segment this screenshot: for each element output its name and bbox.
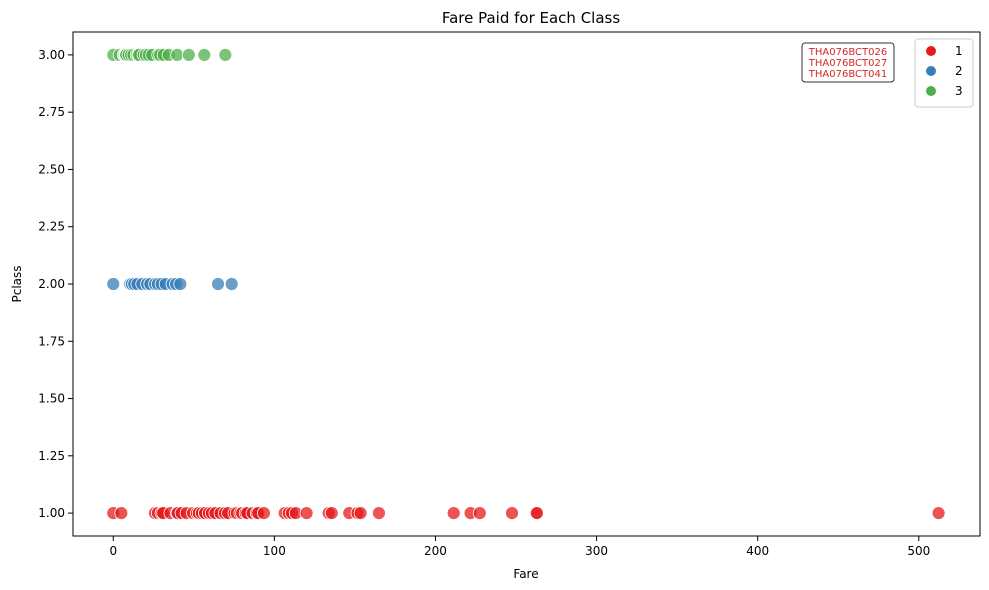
y-tick-label: 1.25 <box>38 449 65 463</box>
data-point-class-1 <box>257 507 270 520</box>
data-point-class-3 <box>182 48 195 61</box>
legend-label-3: 3 <box>955 84 963 98</box>
x-tick-label: 400 <box>746 544 769 558</box>
legend: 1 2 3 <box>915 39 973 107</box>
data-point-class-1 <box>300 507 313 520</box>
legend-label-2: 2 <box>955 64 963 78</box>
y-tick-label: 1.00 <box>38 506 65 520</box>
legend-marker-1 <box>926 46 936 56</box>
data-point-class-1 <box>115 507 128 520</box>
x-tick-label: 300 <box>585 544 608 558</box>
annotation-box: THA076BCT026 THA076BCT027 THA076BCT041 <box>802 43 894 82</box>
annotation-line-2: THA076BCT027 <box>808 58 887 69</box>
data-point-class-1 <box>530 507 543 520</box>
y-tick-label: 2.75 <box>38 105 65 119</box>
y-tick-label: 2.00 <box>38 277 65 291</box>
data-point-class-2 <box>107 278 120 291</box>
data-point-class-1 <box>447 507 460 520</box>
y-axis-label: Pclass <box>10 265 24 302</box>
legend-marker-2 <box>926 66 936 76</box>
data-point-class-1 <box>932 507 945 520</box>
legend-marker-3 <box>926 86 936 96</box>
x-tick-label: 0 <box>109 544 117 558</box>
data-point-class-3 <box>171 48 184 61</box>
x-tick-label: 100 <box>263 544 286 558</box>
annotation-line-1: THA076BCT026 <box>808 47 887 58</box>
y-tick-label: 1.50 <box>38 392 65 406</box>
chart-title: Fare Paid for Each Class <box>442 9 621 27</box>
plot-area <box>73 32 980 536</box>
data-point-class-1 <box>325 507 338 520</box>
data-point-class-1 <box>372 507 385 520</box>
y-axis: 1.00 1.25 1.50 1.75 2.00 2.25 2.50 2.75 3.00 <box>38 48 73 520</box>
x-tick-label: 500 <box>907 544 930 558</box>
data-point-class-2 <box>174 278 187 291</box>
legend-frame <box>915 39 973 107</box>
data-points <box>107 48 945 519</box>
x-axis: 0 100 200 300 400 500 <box>109 536 930 558</box>
data-point-class-3 <box>219 48 232 61</box>
y-tick-label: 3.00 <box>38 48 65 62</box>
data-point-class-3 <box>198 48 211 61</box>
data-point-class-1 <box>354 507 367 520</box>
y-tick-label: 2.50 <box>38 162 65 176</box>
x-tick-label: 200 <box>424 544 447 558</box>
data-point-class-1 <box>473 507 486 520</box>
data-point-class-2 <box>225 278 238 291</box>
y-tick-label: 2.25 <box>38 220 65 234</box>
y-tick-label: 1.75 <box>38 334 65 348</box>
x-axis-label: Fare <box>513 567 538 581</box>
data-point-class-2 <box>211 278 224 291</box>
legend-label-1: 1 <box>955 44 963 58</box>
annotation-line-3: THA076BCT041 <box>808 69 887 80</box>
data-point-class-1 <box>506 507 519 520</box>
